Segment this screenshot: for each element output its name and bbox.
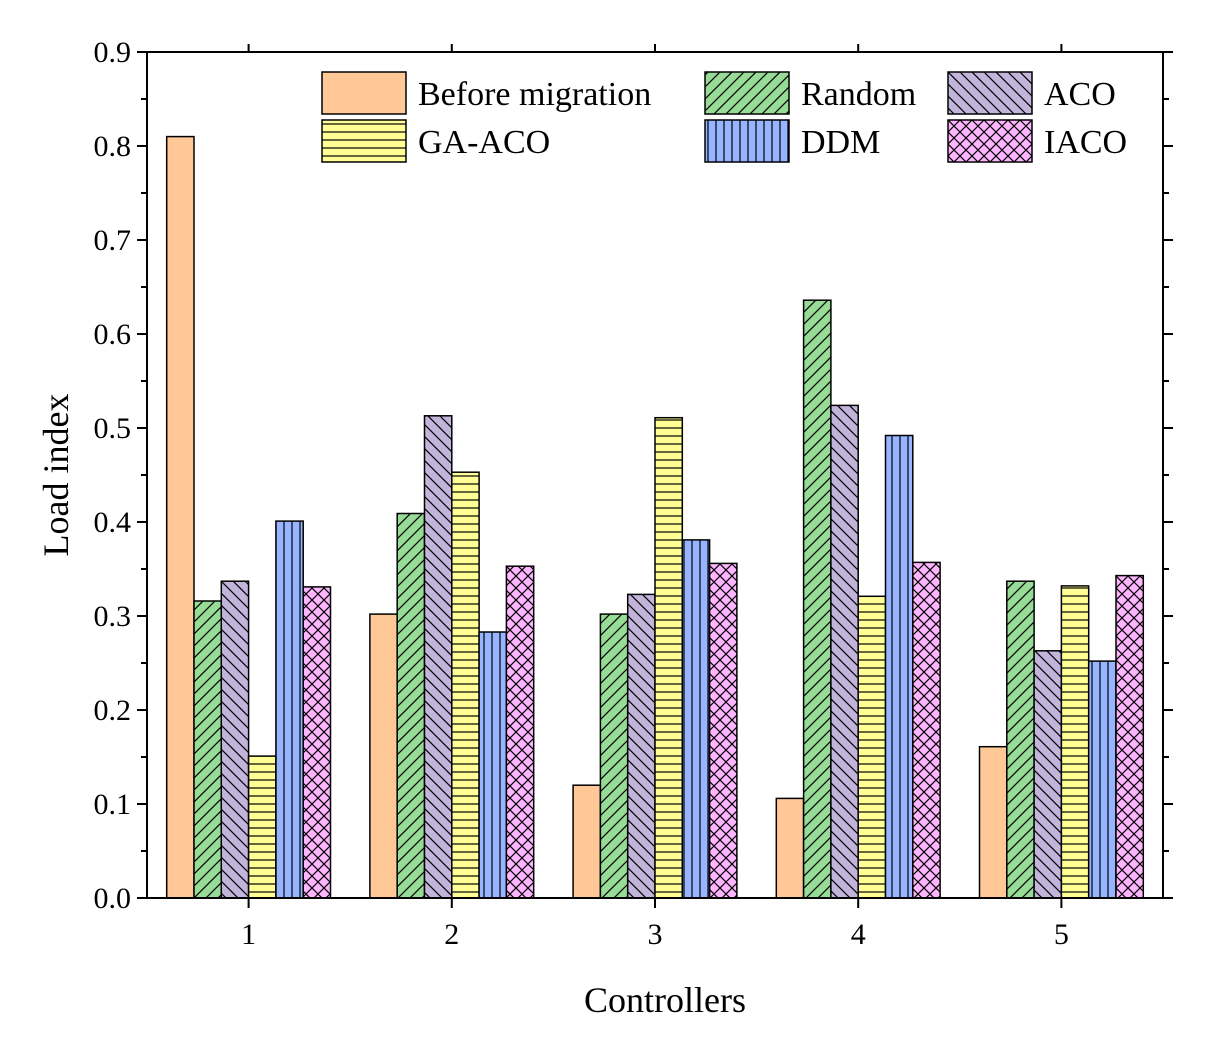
bar-before-migration-controller-1	[165, 135, 195, 899]
bar-ddm-controller-4	[884, 434, 914, 899]
y-tick-label: 0.4	[94, 506, 132, 539]
legend-label-random: Random	[801, 76, 916, 113]
legend-swatch-iaco	[947, 119, 1033, 163]
y-tick-label: 0.3	[94, 600, 132, 633]
bar-iaco-controller-1	[302, 586, 332, 899]
bar-aco-controller-4	[830, 404, 859, 899]
bar-aco-controller-1	[220, 580, 250, 899]
bar-ddm-controller-5	[1087, 660, 1117, 899]
bar-ga-aco-controller-5	[1060, 585, 1090, 899]
legend-label-aco: ACO	[1044, 76, 1116, 113]
bar-iaco-controller-3	[708, 562, 738, 899]
y-tick-label: 0.2	[94, 694, 132, 727]
legend-swatch-random	[704, 71, 790, 115]
x-tick-label: 1	[241, 918, 256, 951]
x-axis-title: Controllers	[584, 980, 746, 1020]
bar-iaco-controller-2	[505, 565, 535, 899]
bar-ga-aco-controller-4	[857, 595, 887, 899]
legend: Before migration Random ACO GA-ACO DDM IACO	[321, 71, 1127, 163]
y-tick-label: 0.1	[94, 788, 132, 821]
y-tick-label: 0.0	[94, 882, 132, 915]
bar-before-migration-controller-3	[572, 784, 602, 899]
bar-random-controller-5	[1006, 580, 1035, 899]
bar-random-controller-2	[396, 512, 426, 899]
x-tick-label: 5	[1054, 918, 1069, 951]
bar-random-controller-1	[193, 600, 223, 899]
legend-label-before-migration: Before migration	[418, 76, 651, 113]
x-tick-label: 4	[851, 918, 866, 951]
legend-label-ddm: DDM	[801, 124, 880, 161]
y-tick-label: 0.7	[94, 224, 132, 257]
legend-label-iaco: IACO	[1044, 124, 1127, 161]
bars-layer	[165, 135, 1145, 899]
bar-aco-controller-5	[1033, 650, 1063, 899]
bar-aco-controller-2	[423, 415, 453, 899]
x-tick-label: 3	[648, 918, 663, 951]
bar-random-controller-3	[599, 613, 629, 899]
bar-ddm-controller-1	[275, 520, 304, 899]
y-axis: 0.0 0.1 0.2 0.3 0.4 0.5 0.6 0.7 0.8 0.9	[94, 36, 1173, 915]
x-axis: 1 2 3 4 5	[241, 44, 1069, 951]
y-tick-label: 0.5	[94, 412, 132, 445]
bar-iaco-controller-4	[912, 561, 941, 899]
bar-ga-aco-controller-3	[654, 416, 684, 899]
bar-ddm-controller-3	[681, 539, 711, 899]
legend-swatch-ga-aco	[321, 119, 407, 163]
y-tick-label: 0.9	[94, 36, 132, 69]
legend-swatch-aco	[947, 71, 1033, 115]
legend-swatch-ddm	[704, 119, 790, 163]
y-axis-title: Load index	[36, 394, 76, 557]
bar-iaco-controller-5	[1115, 574, 1145, 899]
bar-ga-aco-controller-1	[247, 755, 277, 899]
bar-ddm-controller-2	[478, 631, 508, 899]
bar-before-migration-controller-2	[369, 613, 398, 899]
legend-swatch-before-migration	[321, 71, 407, 115]
bar-before-migration-controller-5	[978, 745, 1008, 899]
bar-random-controller-4	[802, 299, 832, 899]
bar-aco-controller-3	[626, 593, 656, 899]
y-tick-label: 0.8	[94, 130, 132, 163]
bar-before-migration-controller-4	[775, 797, 805, 899]
y-tick-label: 0.6	[94, 318, 132, 351]
bar-ga-aco-controller-2	[451, 471, 480, 899]
x-tick-label: 2	[444, 918, 459, 951]
legend-label-ga-aco: GA-ACO	[418, 124, 550, 161]
